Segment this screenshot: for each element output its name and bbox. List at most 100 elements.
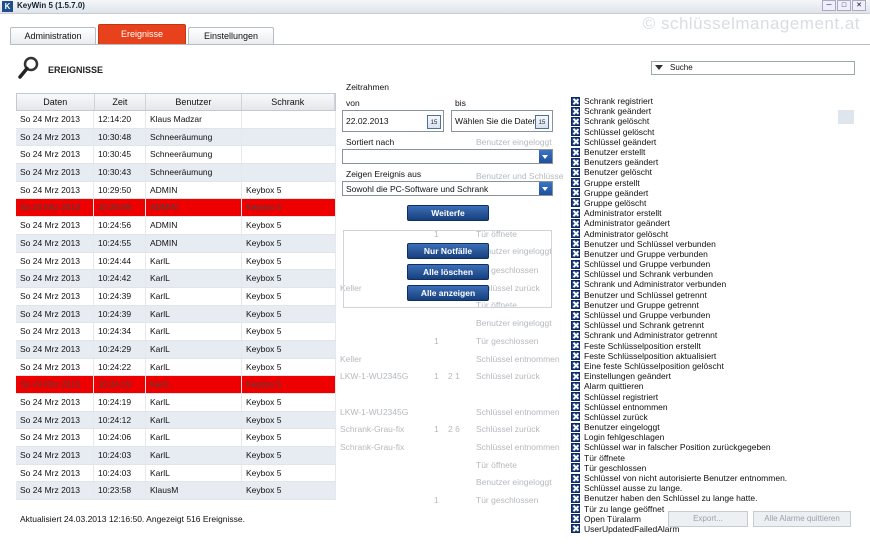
- event-type-item[interactable]: Schlüssel war in falscher Position zurüc…: [563, 442, 843, 452]
- table-row[interactable]: So 24 Mrz 2013 10:24:03 KarlL Keybox 5: [16, 447, 336, 465]
- checkbox-checked-icon[interactable]: [571, 351, 580, 361]
- event-type-item[interactable]: Feste Schlüsselposition aktualisiert: [563, 351, 843, 361]
- event-type-item[interactable]: Benutzer gelöscht: [563, 167, 843, 177]
- sort-select[interactable]: [342, 149, 553, 164]
- checkbox-checked-icon[interactable]: [571, 116, 580, 126]
- event-type-item[interactable]: Benutzer haben den Schlüssel zu lange ha…: [563, 493, 843, 503]
- event-type-item[interactable]: Schrank registriert: [563, 96, 843, 106]
- bis-date-field[interactable]: Wählen Sie die Daten: [451, 110, 553, 132]
- checkbox-checked-icon[interactable]: [571, 290, 580, 300]
- event-type-item[interactable]: Schlüssel zurück: [563, 412, 843, 422]
- event-type-item[interactable]: Administrator gelöscht: [563, 228, 843, 239]
- checkbox-checked-icon[interactable]: [571, 157, 580, 167]
- checkbox-checked-icon[interactable]: [571, 473, 580, 483]
- table-row[interactable]: So 24 Mrz 2013 10:24:12 KarlL Keybox 5: [16, 411, 336, 430]
- checkbox-checked-icon[interactable]: [571, 218, 580, 228]
- checkbox-checked-icon[interactable]: [571, 493, 580, 503]
- checkbox-checked-icon[interactable]: [571, 249, 580, 259]
- checkbox-checked-icon[interactable]: [571, 392, 580, 402]
- table-row[interactable]: So 24 Mrz 2013 10:24:19 KarlL Keybox 5: [16, 376, 336, 394]
- table-row[interactable]: So 24 Mrz 2013 10:24:56 ADMIN Keybox 5: [16, 217, 336, 235]
- table-row[interactable]: So 24 Mrz 2013 10:24:06 KarlL Keybox 5: [16, 429, 336, 448]
- event-type-item[interactable]: Benutzers geändert: [563, 157, 843, 167]
- maximize-button[interactable]: □: [837, 0, 851, 11]
- event-type-item[interactable]: Login fehlgeschlagen: [563, 432, 843, 442]
- checkbox-checked-icon[interactable]: [571, 483, 580, 493]
- event-type-item[interactable]: Tür zu lange geöffnet: [563, 504, 843, 514]
- event-type-item[interactable]: Schlüssel und Gruppe verbunden: [563, 310, 843, 320]
- calendar-icon[interactable]: 15: [427, 115, 441, 129]
- checkbox-checked-icon[interactable]: [571, 279, 580, 289]
- event-type-item[interactable]: Eine feste Schlüsselposition gelöscht: [563, 361, 843, 371]
- table-row[interactable]: So 24 Mrz 2013 10:24:22 KarlL Keybox 5: [16, 358, 336, 377]
- table-row[interactable]: So 24 Mrz 2013 10:30:48 Schneeräumung: [16, 128, 336, 147]
- table-row[interactable]: So 24 Mrz 2013 10:24:29 KarlL Keybox 5: [16, 340, 336, 359]
- event-type-item[interactable]: Schrank und Administrator getrennt: [563, 330, 843, 340]
- checkbox-checked-icon[interactable]: [571, 208, 580, 218]
- checkbox-checked-icon[interactable]: [571, 178, 580, 188]
- checkbox-checked-icon[interactable]: [571, 320, 580, 330]
- event-type-item[interactable]: Schrank gelöscht: [563, 116, 843, 126]
- table-row[interactable]: So 24 Mrz 2013 10:24:39 KarlL Keybox 5: [16, 305, 336, 324]
- event-type-item[interactable]: Benutzer eingeloggt: [563, 422, 843, 432]
- tab-einstellungen[interactable]: Einstellungen: [188, 27, 274, 44]
- event-type-item[interactable]: Administrator geändert: [563, 218, 843, 228]
- event-type-item[interactable]: Benutzer und Gruppe verbunden: [563, 249, 843, 259]
- calendar-icon[interactable]: 15: [535, 115, 549, 129]
- export-button[interactable]: Export...: [668, 511, 748, 527]
- column-header-cabinet[interactable]: Schrank: [242, 94, 335, 110]
- close-button[interactable]: ✕: [852, 0, 866, 11]
- event-type-item[interactable]: Schlüssel gelöscht: [563, 127, 843, 137]
- event-type-item[interactable]: Schlüssel und Gruppe verbunden: [563, 259, 843, 269]
- event-type-item[interactable]: Schlüssel und Schrank getrennt: [563, 320, 843, 330]
- event-type-item[interactable]: Tür geschlossen: [563, 463, 843, 473]
- checkbox-checked-icon[interactable]: [571, 381, 580, 391]
- event-type-item[interactable]: UserUpdatedFailedAlarm: [563, 524, 843, 534]
- checkbox-checked-icon[interactable]: [571, 402, 580, 412]
- checkbox-checked-icon[interactable]: [571, 259, 580, 269]
- checkbox-checked-icon[interactable]: [571, 330, 580, 340]
- checkbox-checked-icon[interactable]: [571, 453, 580, 463]
- chevron-down-icon[interactable]: [539, 182, 552, 195]
- checkbox-checked-icon[interactable]: [571, 147, 580, 157]
- checkbox-checked-icon[interactable]: [571, 167, 580, 177]
- event-type-item[interactable]: Benutzer erstellt: [563, 147, 843, 157]
- checkbox-checked-icon[interactable]: [571, 371, 580, 381]
- tab-ereignisse[interactable]: Ereignisse: [98, 24, 186, 44]
- table-row[interactable]: So 24 Mrz 2013 10:24:44 KarlL Keybox 5: [16, 252, 336, 271]
- event-type-item[interactable]: Benutzer und Schlüssel verbunden: [563, 239, 843, 249]
- source-select[interactable]: Sowohl die PC-Software und Schrank: [342, 181, 553, 196]
- von-date-field[interactable]: 22.02.2013: [342, 110, 444, 132]
- checkbox-checked-icon[interactable]: [571, 127, 580, 137]
- checkbox-checked-icon[interactable]: [571, 239, 580, 249]
- event-type-item[interactable]: Einstellungen geändert: [563, 371, 843, 381]
- table-row[interactable]: So 24 Mrz 2013 10:30:45 Schneeräumung: [16, 146, 336, 165]
- table-row[interactable]: So 24 Mrz 2013 10:24:19 KarlL Keybox 5: [16, 394, 336, 412]
- column-header-time[interactable]: Zeit: [95, 94, 147, 110]
- event-type-item[interactable]: Schlüssel von nicht autorisierte Benutze…: [563, 473, 843, 483]
- checkbox-checked-icon[interactable]: [571, 422, 580, 432]
- event-type-item[interactable]: Gruppe geändert: [563, 188, 843, 198]
- event-type-item[interactable]: Alarm quittieren: [563, 381, 843, 391]
- checkbox-checked-icon[interactable]: [571, 310, 580, 320]
- column-header-date[interactable]: Daten: [17, 94, 95, 110]
- table-row[interactable]: So 24 Mrz 2013 12:14:20 Klaus Madzar: [16, 111, 336, 129]
- checkbox-checked-icon[interactable]: [571, 188, 580, 198]
- event-type-item[interactable]: Tür öffnete: [563, 453, 843, 463]
- table-row[interactable]: So 24 Mrz 2013 10:24:39 KarlL Keybox 5: [16, 287, 336, 306]
- checkbox-checked-icon[interactable]: [571, 269, 580, 279]
- minimize-button[interactable]: ─: [822, 0, 836, 11]
- event-type-item[interactable]: Schrank und Administrator verbunden: [563, 279, 843, 289]
- table-row[interactable]: So 24 Mrz 2013 10:23:58 KlausM Keybox 5: [16, 482, 336, 501]
- event-type-item[interactable]: Benutzer und Gruppe getrennt: [563, 300, 843, 310]
- event-type-item[interactable]: Schlüssel und Schrank verbunden: [563, 269, 843, 279]
- emergency-only-button[interactable]: Nur Notfälle anzeige: [407, 243, 489, 271]
- table-row[interactable]: So 24 Mrz 2013 10:29:50 ADMIN Keybox 5: [16, 181, 336, 200]
- table-row[interactable]: So 24 Mrz 2013 10:24:03 KarlL Keybox 5: [16, 464, 336, 483]
- checkbox-checked-icon[interactable]: [571, 341, 580, 351]
- show-all-button[interactable]: Alle anzeigen: [407, 285, 489, 301]
- checkbox-checked-icon[interactable]: [571, 504, 580, 514]
- checkbox-checked-icon[interactable]: [571, 300, 580, 310]
- scrollbar-thumb[interactable]: [838, 110, 854, 124]
- checkbox-checked-icon[interactable]: [571, 524, 580, 534]
